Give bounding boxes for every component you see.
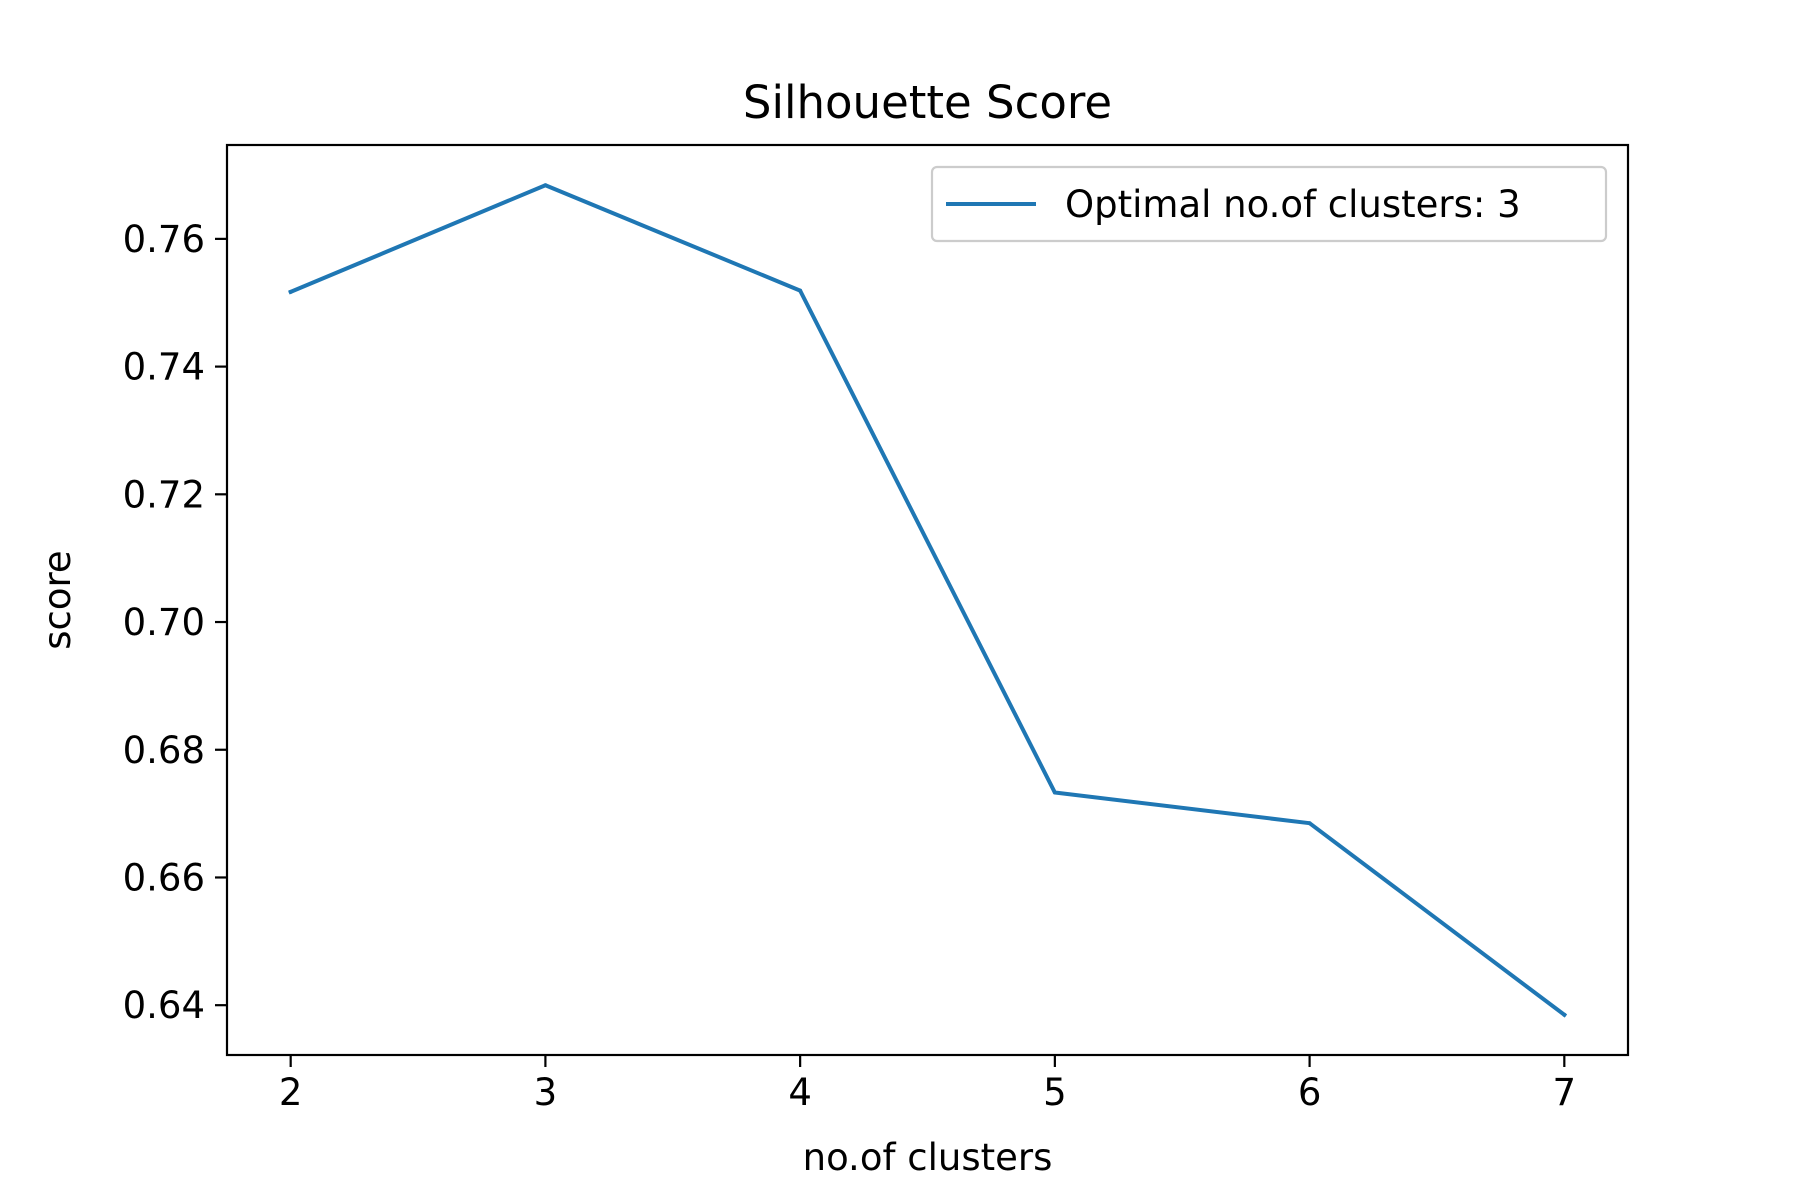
- data-point: [1562, 1012, 1567, 1017]
- chart-title: Silhouette Score: [743, 76, 1112, 129]
- x-axis: 2 3 4 5 6 7: [279, 1055, 1576, 1114]
- plot-area: [288, 183, 1568, 1018]
- x-tick-label: 7: [1553, 1071, 1577, 1114]
- y-tick-label: 0.64: [123, 984, 205, 1027]
- data-point: [288, 289, 293, 294]
- x-tick-label: 3: [534, 1071, 558, 1114]
- y-tick-label: 0.76: [123, 218, 205, 261]
- data-point: [798, 288, 803, 293]
- y-axis: 0.64 0.66 0.68 0.70 0.72 0.74 0.76: [123, 218, 227, 1027]
- data-point: [1307, 821, 1312, 826]
- y-axis-label: score: [36, 550, 79, 649]
- x-tick-label: 6: [1298, 1071, 1322, 1114]
- y-tick-label: 0.68: [123, 729, 205, 772]
- x-tick-label: 2: [279, 1071, 303, 1114]
- axes-frame: [225, 143, 1630, 1057]
- y-tick-label: 0.70: [123, 601, 205, 644]
- y-tick-label: 0.72: [123, 473, 205, 516]
- y-tick-label: 0.66: [123, 856, 205, 899]
- legend-box: [930, 165, 1608, 243]
- legend: Optimal no.of clusters: 3: [930, 165, 1608, 243]
- legend-label: Optimal no.of clusters: 3: [1065, 183, 1521, 226]
- data-point: [543, 183, 548, 188]
- x-axis-label: no.of clusters: [803, 1136, 1053, 1179]
- x-tick-label: 4: [788, 1071, 812, 1114]
- y-tick-label: 0.74: [123, 346, 205, 389]
- data-point: [1052, 790, 1057, 795]
- series-line: [288, 183, 1568, 1018]
- x-tick-label: 5: [1043, 1071, 1067, 1114]
